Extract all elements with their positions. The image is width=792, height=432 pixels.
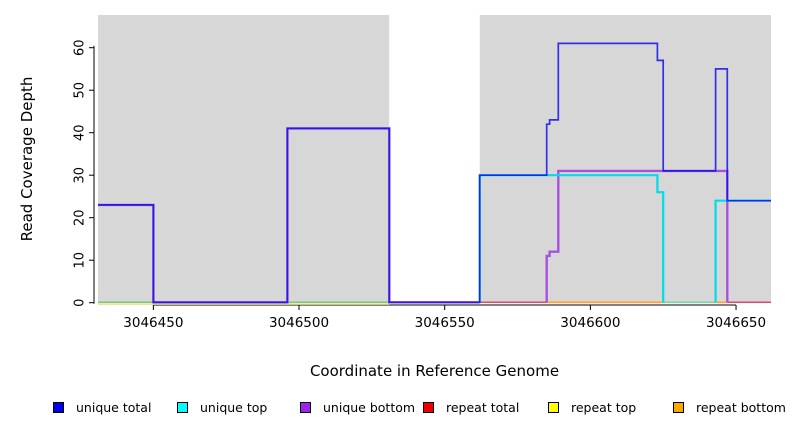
legend-label: repeat bottom xyxy=(696,399,786,415)
y-tick-label: 30 xyxy=(73,167,88,184)
legend-label: unique top xyxy=(200,399,268,415)
legend-swatch-icon xyxy=(423,401,434,413)
y-tick-label: 60 xyxy=(73,39,88,56)
legend-swatch-icon xyxy=(177,401,188,413)
y-axis-title: Read Coverage Depth xyxy=(18,76,36,242)
legend-swatch-icon xyxy=(548,401,559,413)
legend-item-unique-top: unique top xyxy=(177,398,267,416)
y-tick-label: 40 xyxy=(73,124,88,141)
x-tick-label: 3046450 xyxy=(123,315,183,331)
y-tick-label: 10 xyxy=(73,252,88,269)
legend-label: repeat total xyxy=(446,399,520,415)
covered-region-panel-0 xyxy=(98,15,390,304)
x-tick-label: 3046650 xyxy=(706,315,766,331)
x-tick-label: 3046550 xyxy=(415,315,475,331)
legend-swatch-icon xyxy=(673,401,684,413)
legend-item-repeat-total: repeat total xyxy=(423,398,519,416)
legend-item-repeat-top: repeat top xyxy=(548,398,636,416)
legend-item-unique-bottom: unique bottom xyxy=(300,398,415,416)
legend-label: repeat top xyxy=(571,399,637,415)
legend-label: unique total xyxy=(76,399,152,415)
coverage-chart: 0 10 20 30 40 50 60 3046450 3046500 3046550 304660… xyxy=(73,15,771,331)
y-tick-label: 0 xyxy=(73,299,88,307)
y-tick-label: 50 xyxy=(73,82,88,99)
x-tick-label: 3046600 xyxy=(560,315,620,331)
legend-swatch-icon xyxy=(53,401,64,413)
legend-label: unique bottom xyxy=(323,399,416,415)
gap-region-panel xyxy=(389,15,480,304)
legend-item-unique-total: unique total xyxy=(53,398,151,416)
x-tick-label: 3046500 xyxy=(269,315,329,331)
x-axis-title: Coordinate in Reference Genome xyxy=(309,362,560,380)
covered-region-panel-1 xyxy=(479,15,771,304)
series-line-unique-total-main xyxy=(98,42,771,304)
y-tick-label: 20 xyxy=(73,209,88,226)
legend-swatch-icon xyxy=(300,401,311,413)
legend-item-repeat-bottom: repeat bottom xyxy=(673,398,786,416)
legend: unique total unique top unique bottom repea… xyxy=(0,398,792,420)
